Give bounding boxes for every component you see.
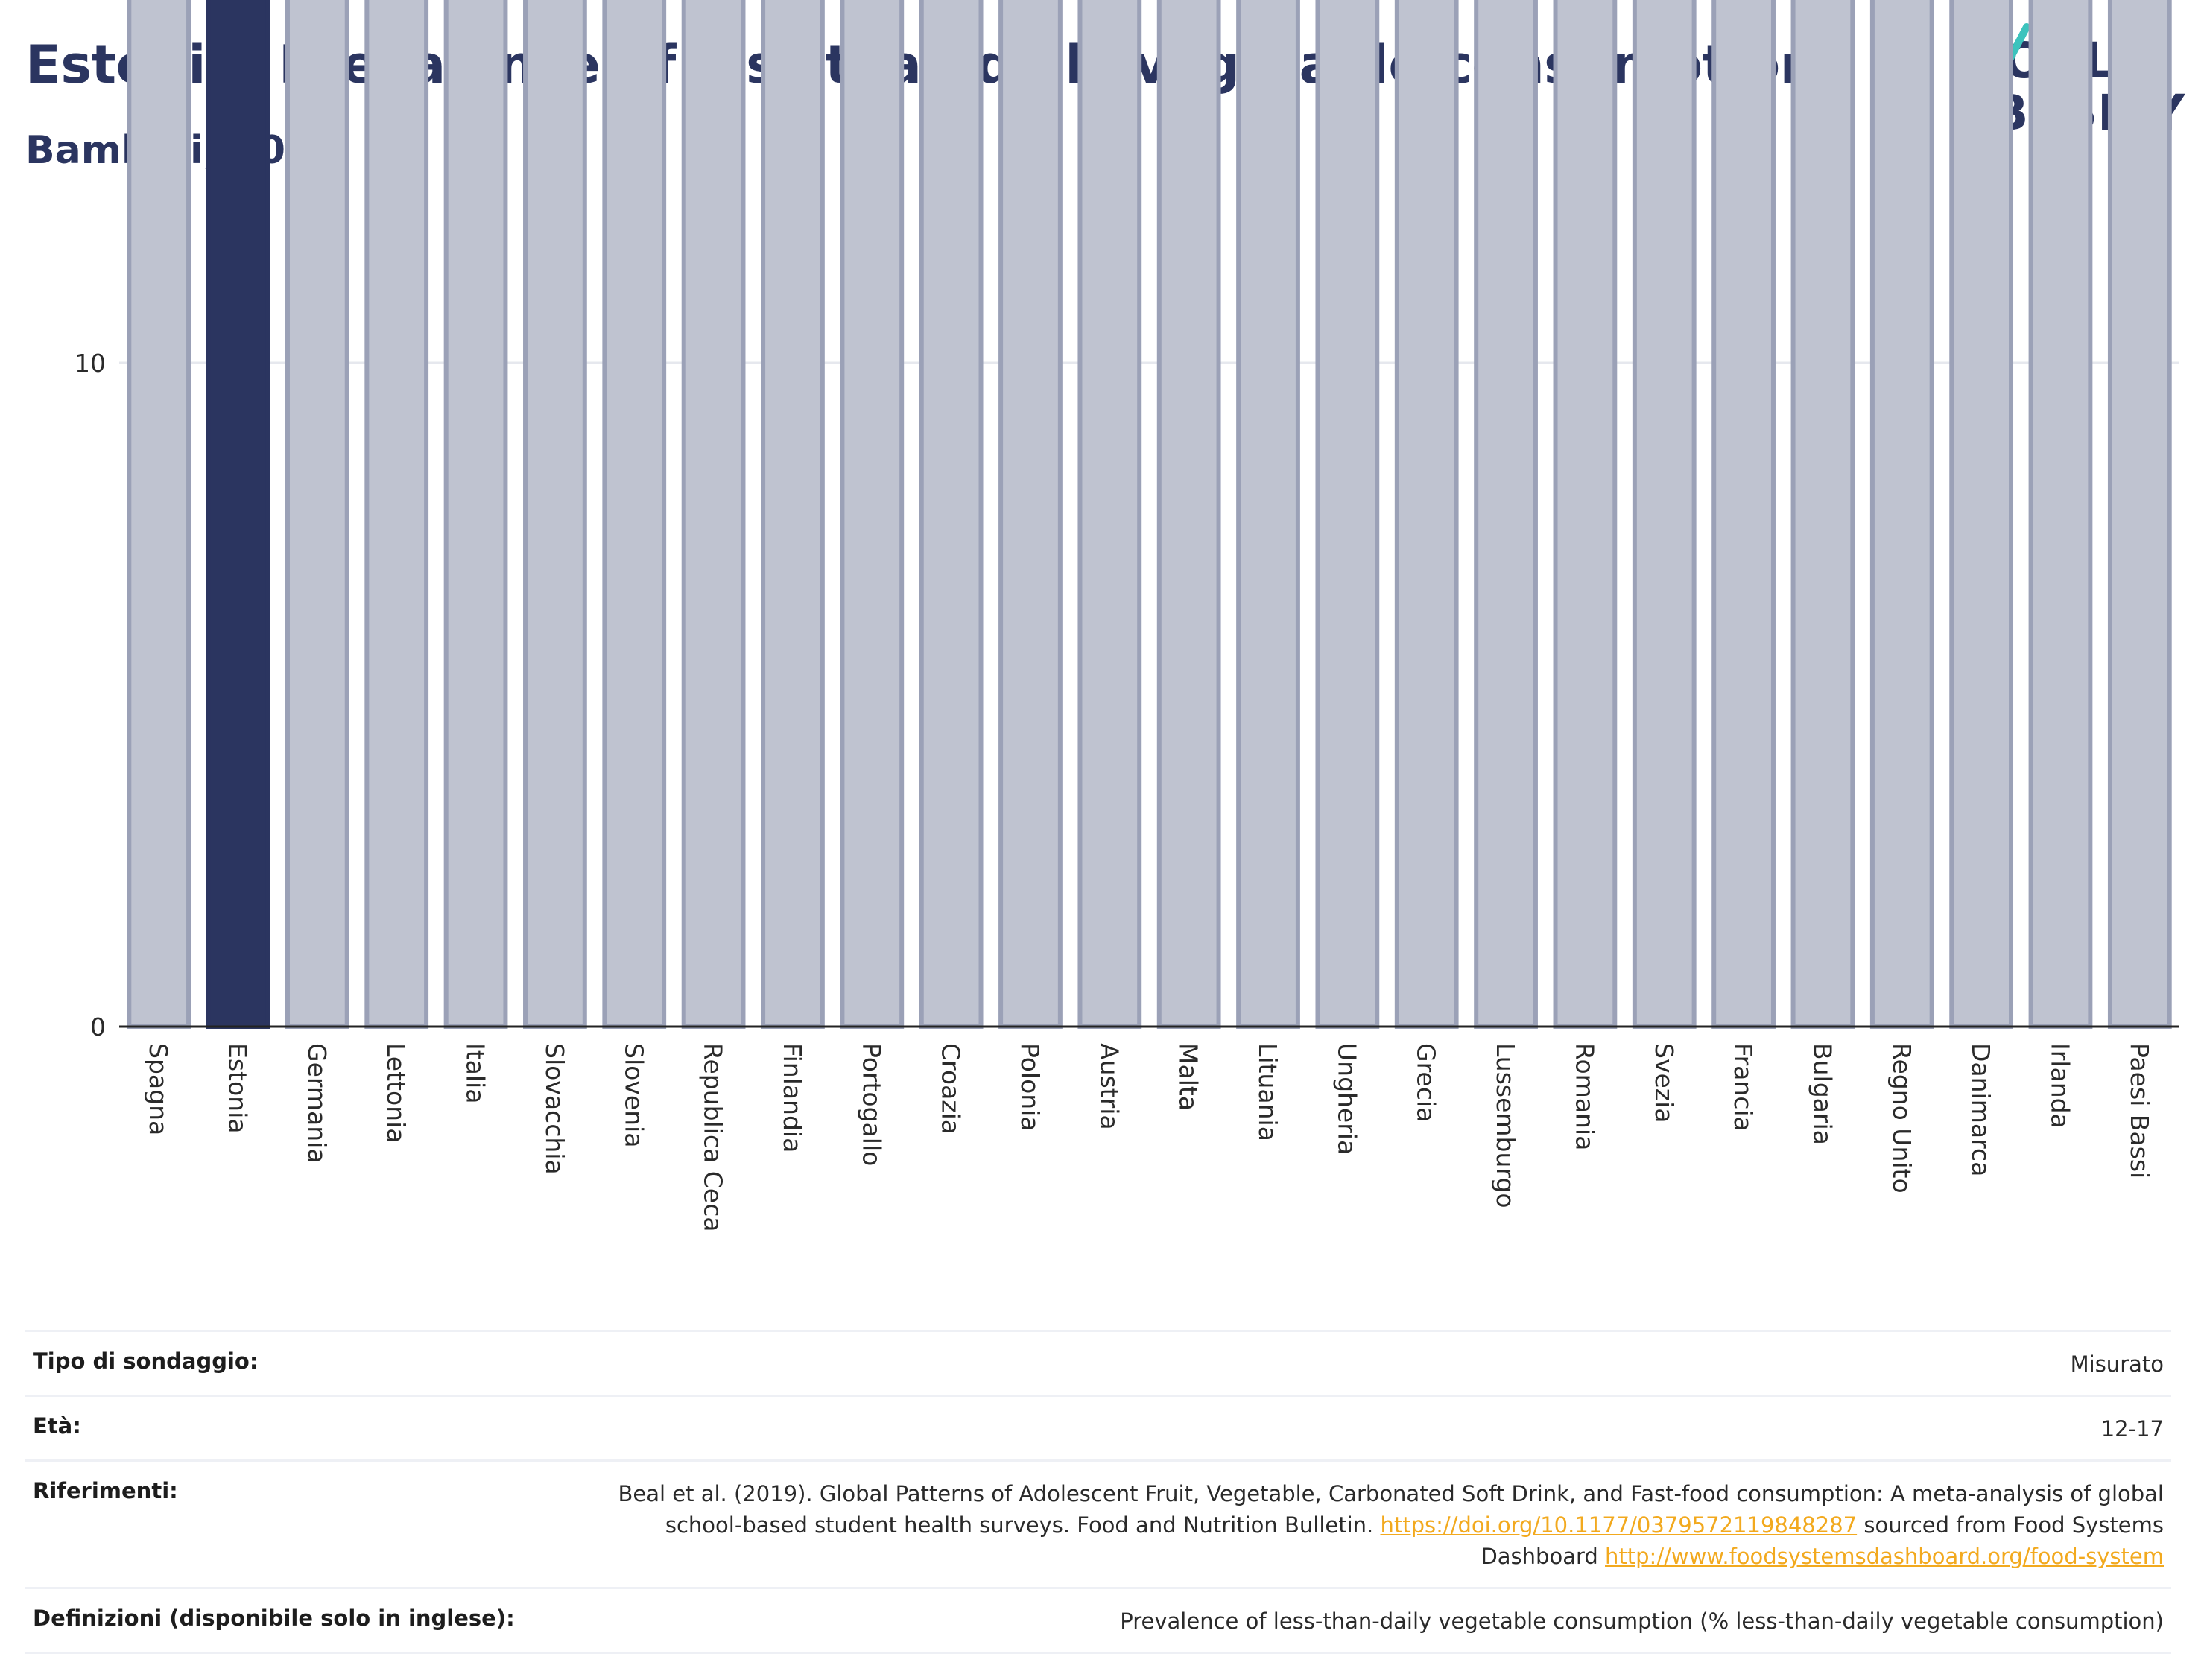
y-tick-label: 10 (75, 349, 106, 378)
bar-lussemburgo (1474, 0, 1538, 1029)
bar-croazia (919, 0, 984, 1029)
bar-chart: 010203040 SpagnaEstoniaGermaniaLettoniaI… (75, 0, 2179, 1232)
x-tick-label: Lussemburgo (1491, 1043, 1520, 1208)
info-value: Prevalence of less-than-daily vegetable … (1120, 1608, 2164, 1634)
x-tick-label: Paesi Bassi (2125, 1043, 2154, 1179)
bar-regno-unito (1869, 0, 1934, 1029)
reference-text: Beal et al. (2019). Global Patterns of A… (618, 1481, 2164, 1538)
x-tick-label: Regno Unito (1887, 1043, 1916, 1194)
x-tick-label: Finlandia (778, 1043, 807, 1153)
x-tick-label: Lettonia (381, 1043, 411, 1143)
x-tick-label: Slovenia (619, 1043, 648, 1147)
bar-romania (1553, 0, 1618, 1029)
x-tick-label: Irlanda (2045, 1043, 2074, 1129)
doi-link[interactable]: https://doi.org/10.1177/0379572119848287 (1380, 1512, 1858, 1538)
x-tick-label: Ungheria (1332, 1043, 1361, 1155)
y-axis-ticks: 010203040 (75, 349, 106, 1042)
info-value: Misurato (2070, 1351, 2164, 1377)
x-tick-label: Croazia (937, 1043, 966, 1135)
bar-danimarca (1949, 0, 2014, 1029)
reference-source-text: sourced from Food Systems Dashboard (1481, 1512, 2164, 1569)
info-table: Tipo di sondaggio: Misurato Età: 12-17 R… (25, 1330, 2171, 1654)
x-tick-label: Italia (461, 1043, 490, 1103)
bar-portogallo (840, 0, 905, 1029)
x-tick-label: Slovacchia (540, 1043, 569, 1175)
info-row-survey-type: Tipo di sondaggio: Misurato (25, 1330, 2171, 1395)
x-tick-label: Romania (1570, 1043, 1599, 1150)
bar-republica-ceca (681, 0, 746, 1029)
info-key: Riferimenti: (33, 1478, 178, 1503)
x-tick-label: Svezia (1650, 1043, 1679, 1123)
bar-germania (285, 0, 349, 1029)
info-key: Tipo di sondaggio: (33, 1348, 259, 1374)
info-value: Beal et al. (2019). Global Patterns of A… (599, 1478, 2164, 1572)
x-tick-label: Malta (1174, 1043, 1203, 1111)
x-tick-label: Lituania (1253, 1043, 1282, 1141)
bar-slovenia (602, 0, 667, 1030)
y-tick-label: 0 (90, 1012, 106, 1042)
food-systems-dashboard-link[interactable]: http://www.foodsystemsdashboard.org/food… (1605, 1544, 2164, 1569)
bars (127, 0, 2172, 1030)
bar-lettonia (364, 0, 429, 1029)
bar-svezia (1632, 0, 1697, 1029)
x-axis-labels: Spagna Estonia Germania Lettonia Italia Slova… (144, 1043, 2154, 1232)
info-row-age: Età: 12-17 (25, 1395, 2171, 1459)
bar-spagna (127, 0, 191, 1029)
x-tick-label: Francia (1729, 1043, 1758, 1132)
x-tick-label: Grecia (1412, 1043, 1441, 1122)
bar-grecia (1394, 0, 1459, 1029)
info-row-references: Riferimenti: Beal et al. (2019). Global … (25, 1459, 2171, 1587)
x-tick-label: Danimarca (1966, 1043, 1995, 1176)
x-tick-label: Portogallo (857, 1043, 886, 1166)
bar-bulgaria (1790, 0, 1855, 1029)
info-value: 12-17 (2100, 1416, 2164, 1442)
x-tick-label: Spagna (144, 1043, 173, 1135)
x-tick-label: Republica Ceca (699, 1043, 728, 1232)
bar-paesi-bassi (2107, 0, 2172, 1029)
bar-austria (1077, 0, 1142, 1029)
info-key: Età: (33, 1413, 81, 1439)
bar-ungheria (1315, 0, 1380, 1029)
bar-estonia (206, 0, 270, 1029)
x-tick-label: Germania (303, 1043, 332, 1164)
x-tick-label: Polonia (1016, 1043, 1045, 1132)
bar-irlanda (2028, 0, 2093, 1029)
bar-slovacchia (523, 0, 587, 1029)
x-tick-label: Austria (1095, 1043, 1124, 1130)
x-tick-label: Estonia (224, 1043, 253, 1133)
bar-polonia (998, 0, 1063, 1029)
bar-francia (1711, 0, 1776, 1029)
bar-finlandia (761, 0, 825, 1030)
x-tick-label: Bulgaria (1808, 1043, 1837, 1145)
bar-lituania (1236, 0, 1300, 1029)
info-row-definitions: Definizioni (disponibile solo in inglese… (25, 1587, 2171, 1654)
bar-malta (1156, 0, 1221, 1029)
bar-italia (443, 0, 508, 1029)
info-key: Definizioni (disponibile solo in inglese… (33, 1605, 515, 1631)
